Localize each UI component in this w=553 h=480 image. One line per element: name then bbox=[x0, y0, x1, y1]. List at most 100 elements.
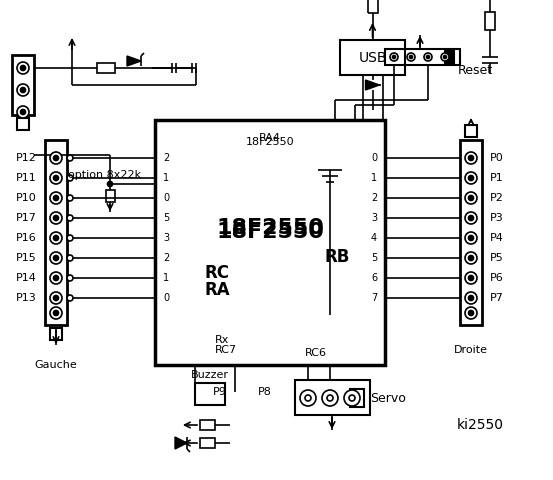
Text: RC7: RC7 bbox=[215, 345, 237, 355]
Circle shape bbox=[407, 53, 415, 61]
Circle shape bbox=[349, 395, 355, 401]
Text: P3: P3 bbox=[490, 213, 504, 223]
Text: 1: 1 bbox=[371, 173, 377, 183]
Text: P5: P5 bbox=[490, 253, 504, 263]
Bar bbox=[465, 125, 477, 137]
Circle shape bbox=[465, 212, 477, 224]
Circle shape bbox=[54, 296, 59, 300]
Circle shape bbox=[20, 87, 25, 93]
Circle shape bbox=[468, 311, 473, 315]
Circle shape bbox=[344, 390, 360, 406]
Circle shape bbox=[468, 296, 473, 300]
Circle shape bbox=[468, 216, 473, 220]
Circle shape bbox=[465, 172, 477, 184]
Text: 5: 5 bbox=[163, 213, 169, 223]
Circle shape bbox=[54, 156, 59, 160]
Circle shape bbox=[465, 192, 477, 204]
Bar bbox=[155, 120, 385, 365]
Circle shape bbox=[465, 232, 477, 244]
Bar bbox=[385, 49, 460, 65]
Circle shape bbox=[50, 272, 62, 284]
Circle shape bbox=[17, 106, 29, 118]
Circle shape bbox=[107, 181, 112, 187]
Bar bbox=[295, 380, 370, 415]
Circle shape bbox=[50, 212, 62, 224]
Circle shape bbox=[54, 176, 59, 180]
Text: 4: 4 bbox=[371, 233, 377, 243]
Bar bbox=[445, 51, 454, 63]
Text: P9: P9 bbox=[213, 387, 227, 397]
Circle shape bbox=[322, 390, 338, 406]
Text: Buzzer: Buzzer bbox=[191, 370, 229, 380]
Polygon shape bbox=[175, 437, 187, 449]
Circle shape bbox=[50, 307, 62, 319]
Text: 2: 2 bbox=[371, 193, 377, 203]
Text: 5: 5 bbox=[371, 253, 377, 263]
Circle shape bbox=[67, 255, 73, 261]
Text: P16: P16 bbox=[16, 233, 37, 243]
Text: P15: P15 bbox=[16, 253, 37, 263]
Circle shape bbox=[426, 56, 430, 59]
Bar bbox=[195, 383, 225, 405]
Text: 1: 1 bbox=[163, 173, 169, 183]
Text: 3: 3 bbox=[163, 233, 169, 243]
Circle shape bbox=[50, 232, 62, 244]
Circle shape bbox=[465, 252, 477, 264]
Text: RC: RC bbox=[205, 264, 230, 281]
Text: P2: P2 bbox=[490, 193, 504, 203]
Circle shape bbox=[468, 236, 473, 240]
Text: 1: 1 bbox=[163, 273, 169, 283]
Circle shape bbox=[54, 255, 59, 261]
Circle shape bbox=[465, 307, 477, 319]
Text: P6: P6 bbox=[490, 273, 504, 283]
Text: P1: P1 bbox=[490, 173, 504, 183]
Bar bbox=[12, 55, 34, 115]
Text: USB: USB bbox=[358, 50, 387, 64]
Circle shape bbox=[67, 155, 73, 161]
Circle shape bbox=[67, 295, 73, 301]
Circle shape bbox=[468, 276, 473, 280]
Text: 2: 2 bbox=[163, 153, 169, 163]
Bar bbox=[97, 63, 115, 73]
Text: 2: 2 bbox=[163, 253, 169, 263]
Circle shape bbox=[54, 276, 59, 280]
Text: 18F2550: 18F2550 bbox=[216, 223, 324, 242]
Circle shape bbox=[67, 195, 73, 201]
Bar bbox=[106, 190, 115, 202]
Circle shape bbox=[441, 53, 449, 61]
Circle shape bbox=[444, 56, 446, 59]
Bar bbox=[200, 420, 215, 430]
Circle shape bbox=[465, 152, 477, 164]
Circle shape bbox=[50, 152, 62, 164]
Text: 18F2550: 18F2550 bbox=[216, 217, 324, 238]
Circle shape bbox=[67, 175, 73, 181]
Circle shape bbox=[54, 216, 59, 220]
Text: P17: P17 bbox=[16, 213, 37, 223]
Circle shape bbox=[300, 390, 316, 406]
Text: 7: 7 bbox=[371, 293, 377, 303]
Text: Gauche: Gauche bbox=[35, 360, 77, 370]
Bar bbox=[368, 0, 378, 13]
Text: P13: P13 bbox=[16, 293, 37, 303]
Polygon shape bbox=[127, 56, 141, 66]
Text: ki2550: ki2550 bbox=[456, 418, 503, 432]
Text: P14: P14 bbox=[16, 273, 37, 283]
Circle shape bbox=[465, 272, 477, 284]
Text: RA: RA bbox=[205, 281, 231, 299]
Text: RC6: RC6 bbox=[305, 348, 327, 358]
Circle shape bbox=[67, 215, 73, 221]
Circle shape bbox=[468, 255, 473, 261]
Text: P11: P11 bbox=[16, 173, 37, 183]
Text: P8: P8 bbox=[258, 387, 272, 397]
Text: RA4: RA4 bbox=[259, 133, 281, 143]
Bar bbox=[460, 140, 482, 325]
Circle shape bbox=[465, 292, 477, 304]
Text: 6: 6 bbox=[371, 273, 377, 283]
Text: 3: 3 bbox=[371, 213, 377, 223]
Text: Reset: Reset bbox=[457, 63, 493, 76]
Circle shape bbox=[50, 172, 62, 184]
Text: P0: P0 bbox=[490, 153, 504, 163]
Text: Droite: Droite bbox=[454, 345, 488, 355]
Text: option 8x22k: option 8x22k bbox=[69, 170, 142, 180]
Circle shape bbox=[54, 311, 59, 315]
